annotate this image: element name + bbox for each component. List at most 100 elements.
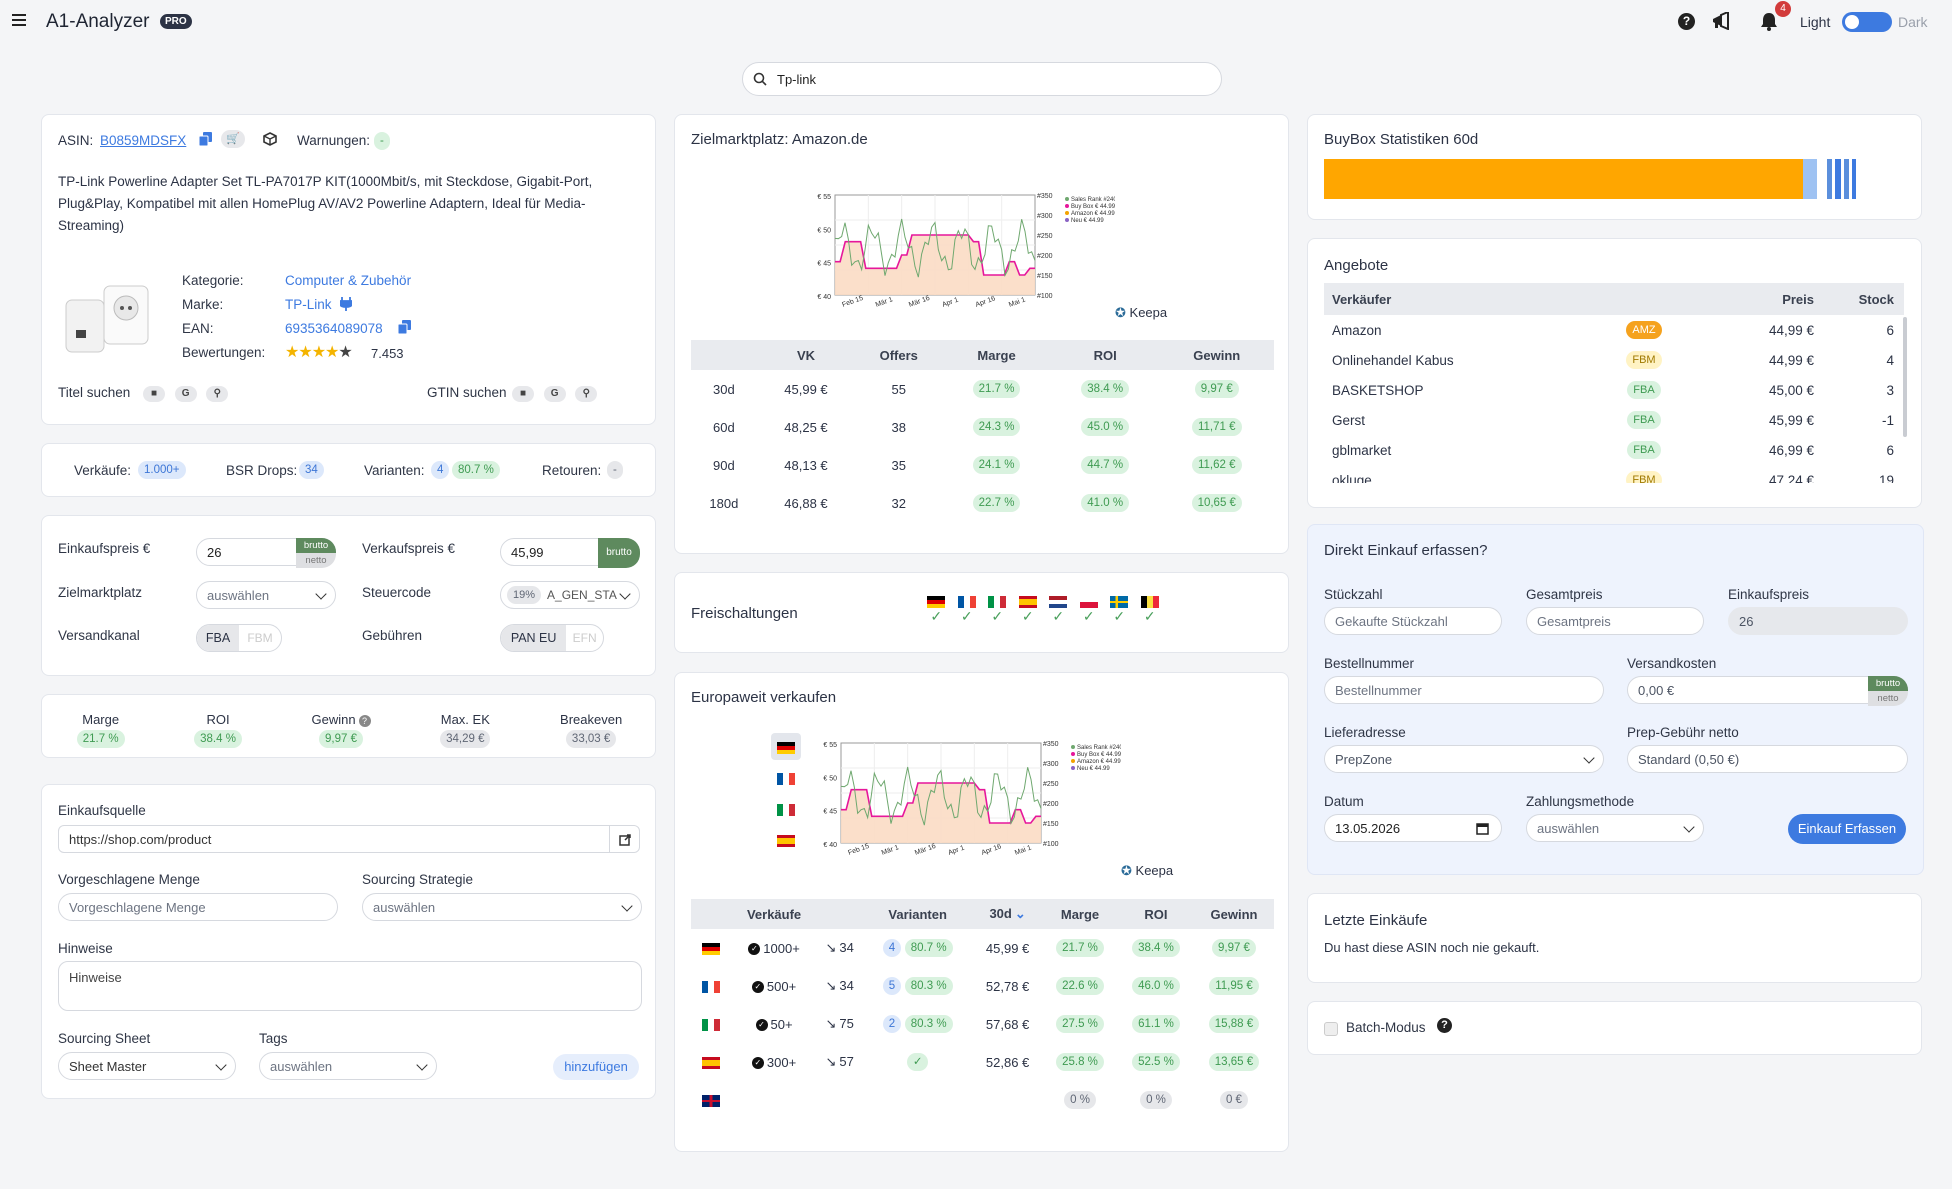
tax-code-select[interactable]: 19% A_GEN_STA <box>500 581 640 609</box>
cart-icon[interactable]: 🛒 <box>221 130 245 148</box>
channel-fba-option[interactable]: FBA <box>197 625 239 651</box>
asin-link[interactable]: B0859MDSFX <box>100 133 187 148</box>
help-icon[interactable]: ? <box>1678 13 1695 30</box>
sourcing-strategy-select[interactable]: auswählen <box>362 893 642 921</box>
buy-price-input[interactable]: 26 brutto netto <box>196 538 336 568</box>
offer-row[interactable]: BASKETSHOP FBA 45,00 € 3 <box>1324 375 1904 405</box>
channel-fbm-option[interactable]: FBM <box>247 631 273 645</box>
europe-variants-pct: 80.3 % <box>904 977 953 995</box>
help-icon[interactable]: ? <box>358 715 371 727</box>
open-link-icon[interactable] <box>609 826 639 852</box>
box-icon[interactable] <box>263 132 277 146</box>
offer-row[interactable]: Onlinehandel Kabus FBM 44,99 € 4 <box>1324 345 1904 375</box>
order-number-label: Bestellnummer <box>1324 656 1415 671</box>
suggested-qty-input[interactable]: Vorgeschlagene Menge <box>58 893 338 921</box>
sell-brutto-button[interactable]: brutto <box>598 538 640 568</box>
prep-fee-input[interactable]: Standard (0,50 €) <box>1627 745 1908 773</box>
check-icon: ✓ <box>906 1053 929 1071</box>
unlock-nl: ✓ <box>1043 593 1074 625</box>
brutto-netto-toggle[interactable]: brutto netto <box>296 538 336 568</box>
offer-row[interactable]: okluge FBM 47,24 € 19 <box>1324 465 1904 483</box>
search-input[interactable]: Tp-link <box>742 62 1222 96</box>
flag-fr-icon <box>702 981 720 994</box>
buybox-amazon-segment <box>1324 159 1804 199</box>
variants-pct-badge: 80.7 % <box>452 461 500 479</box>
offer-type-badge: FBA <box>1627 411 1661 429</box>
metric-value-badge: 38.4 % <box>194 730 242 748</box>
trend-down-icon: ↘ <box>825 940 837 955</box>
buybox-line <box>841 782 1041 824</box>
offer-seller: okluge <box>1332 472 1372 484</box>
category-link[interactable]: Computer & Zubehör <box>285 273 412 288</box>
metric-label: Breakeven <box>560 712 623 727</box>
calendar-icon[interactable] <box>1476 822 1489 835</box>
copy-icon[interactable] <box>199 132 212 146</box>
y2-tick-label: #150 <box>1043 821 1059 828</box>
check-icon: ✓ <box>1143 608 1156 624</box>
buybox-bar <box>1324 159 1891 199</box>
order-number-input[interactable]: Bestellnummer <box>1324 676 1604 704</box>
gtin-search-link-button[interactable]: ⚲ <box>575 385 598 402</box>
europe-variants-pct: 80.3 % <box>904 1015 953 1033</box>
target-period: 90d <box>713 457 735 473</box>
ean-link[interactable]: 6935364089078 <box>285 321 383 336</box>
fees-efn-option[interactable]: EFN <box>572 631 597 645</box>
title-search-google-button[interactable]: G <box>174 385 197 402</box>
flag-it-icon <box>988 595 1007 608</box>
title-search-link-button[interactable]: ⚲ <box>206 385 229 402</box>
fees-pan-option[interactable]: PAN EU <box>501 625 567 651</box>
unlock-pl: ✓ <box>1074 593 1105 625</box>
sort-chevron-icon[interactable]: ⌄ <box>1014 906 1026 921</box>
offers-table-scroll[interactable]: Verkäufer Preis Stock Amazon AMZ 44,99 €6 O… <box>1324 283 1907 483</box>
payment-method-select[interactable]: auswählen <box>1526 814 1704 842</box>
brand-link[interactable]: TP-Link <box>285 297 332 312</box>
flag-selector-es[interactable] <box>771 826 801 853</box>
shipping-channel-toggle[interactable]: FBA FBM <box>196 624 282 652</box>
gtin-search-google-button[interactable]: G <box>543 385 566 402</box>
target-market-select[interactable]: auswählen <box>196 581 336 609</box>
copy-ean-icon[interactable] <box>398 320 411 334</box>
date-input[interactable]: 13.05.2026 <box>1324 814 1502 842</box>
batch-help-icon[interactable]: ? <box>1437 1018 1452 1033</box>
gtin-search-amazon-button[interactable]: ■ <box>512 385 534 402</box>
tags-select[interactable]: auswählen <box>259 1052 437 1080</box>
offer-row[interactable]: Amazon AMZ 44,99 € 6 <box>1324 315 1904 345</box>
batch-mode-checkbox[interactable] <box>1324 1022 1338 1036</box>
flag-selector-de[interactable] <box>771 733 801 760</box>
verified-icon: ✓ <box>755 1019 768 1032</box>
europe-table: Verkäufe Varianten 30d ⌄ Marge ROI Gewinn ✓ 100… <box>691 899 1274 1119</box>
menu-icon[interactable] <box>12 14 26 26</box>
title-search-amazon-button[interactable]: ■ <box>143 385 165 402</box>
delivery-address-select[interactable]: PrepZone <box>1324 745 1604 773</box>
offer-stock: 6 <box>1886 322 1894 338</box>
sourcing-sheet-select[interactable]: Sheet Master <box>58 1052 236 1080</box>
metric-label: Max. EK <box>440 712 490 727</box>
add-button[interactable]: hinzufügen <box>553 1054 639 1080</box>
fees-toggle[interactable]: PAN EU EFN <box>500 624 604 652</box>
flag-fr-icon <box>957 595 976 608</box>
y-tick-label: € 55 <box>823 742 837 749</box>
purchase-qty-input[interactable]: Gekaufte Stückzahl <box>1324 607 1502 635</box>
source-url-input[interactable]: https://shop.com/product <box>58 825 640 853</box>
offer-row[interactable]: gblmarket FBA 46,99 € 6 <box>1324 435 1904 465</box>
sell-price-input[interactable]: 45,99 brutto <box>500 538 640 568</box>
submit-purchase-button[interactable]: Einkauf Erfassen <box>1788 814 1906 844</box>
offer-row[interactable]: Gerst FBA 45,99 € -1 <box>1324 405 1904 435</box>
offers-scrollbar[interactable] <box>1903 317 1907 437</box>
megaphone-icon[interactable] <box>1711 12 1731 30</box>
shipping-brutto-netto-toggle[interactable]: brutto netto <box>1868 676 1908 706</box>
flag-selector-it[interactable] <box>771 795 801 822</box>
legend-label: Neu € 44.99 <box>1071 218 1104 224</box>
pricing-card: Einkaufspreis € 26 brutto netto Verkaufs… <box>41 515 656 676</box>
bell-icon[interactable] <box>1760 12 1778 31</box>
shipping-cost-input[interactable]: 0,00 € brutto netto <box>1627 676 1908 706</box>
purchase-total-input[interactable]: Gesamtpreis <box>1526 607 1704 635</box>
notes-textarea[interactable]: Hinweise <box>58 961 642 1011</box>
y2-tick-label: #100 <box>1043 841 1059 848</box>
flag-selector-fr[interactable] <box>771 764 801 791</box>
x-tick-label: Apr 1 <box>941 297 959 309</box>
sales-badge: 1.000+ <box>138 461 186 479</box>
batch-mode-label: Batch-Modus <box>1346 1020 1426 1035</box>
y-tick-label: € 50 <box>817 227 831 234</box>
theme-toggle[interactable] <box>1842 12 1892 32</box>
